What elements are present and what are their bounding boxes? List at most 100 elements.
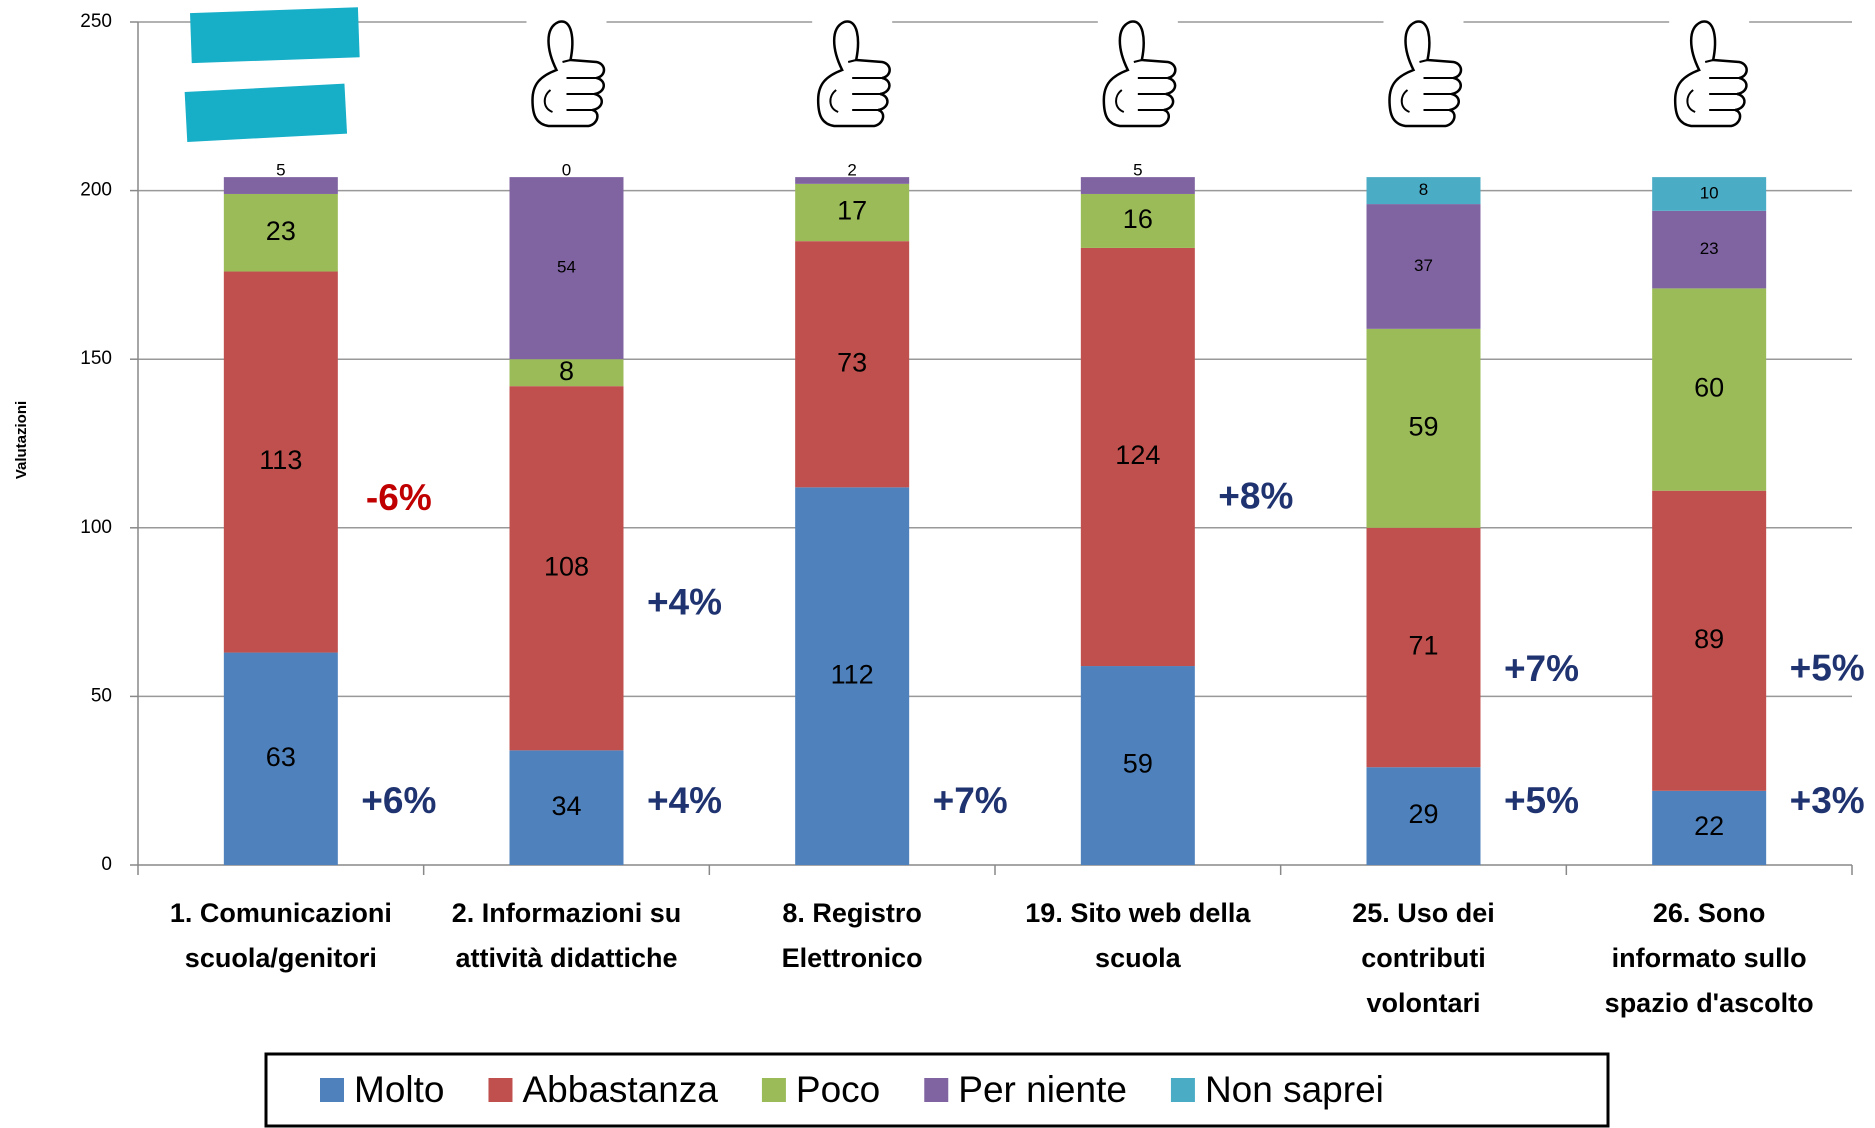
legend-label: Molto — [354, 1069, 444, 1110]
bar-segment — [1652, 288, 1767, 491]
thumb-lines — [829, 59, 883, 113]
annotation: +5% — [1504, 780, 1579, 821]
x-tick-label: 2. Informazioni su — [452, 898, 682, 928]
value-label: 5 — [276, 161, 285, 180]
x-tick-label: 1. Comunicazioni — [170, 898, 392, 928]
thumb — [1673, 20, 1748, 128]
legend-swatch — [488, 1078, 513, 1102]
x-tick-label: 25. Uso dei — [1352, 898, 1495, 928]
annotation: +5% — [1790, 648, 1865, 689]
bar-segment — [1080, 666, 1195, 865]
value-label: 112 — [831, 659, 874, 689]
thumb-lines — [1400, 59, 1454, 113]
annotation: +3% — [1790, 780, 1865, 821]
value-label: 23 — [266, 216, 296, 246]
bar-segment — [795, 487, 910, 865]
value-label: 23 — [1700, 239, 1719, 258]
annotation: +4% — [647, 581, 722, 622]
thumbs-up-icon — [812, 12, 893, 142]
bar-segment — [509, 177, 624, 360]
bar-segment — [223, 177, 338, 194]
value-label: 63 — [266, 742, 296, 772]
bar-segment — [795, 183, 910, 242]
bar-segment — [1080, 193, 1195, 248]
value-label: 8 — [1419, 180, 1428, 199]
annotation: +6% — [361, 780, 436, 821]
equal-stroke — [184, 83, 348, 142]
annotation: +7% — [1504, 648, 1579, 689]
legend-label: Non saprei — [1205, 1069, 1384, 1110]
legend-label: Poco — [796, 1069, 880, 1110]
value-label: 108 — [544, 551, 589, 581]
y-tick-label: 150 — [80, 348, 112, 369]
annotation: -6% — [366, 477, 432, 518]
thumb-lines — [543, 59, 597, 113]
bar-segment — [1080, 177, 1195, 194]
bar-segment — [1366, 328, 1481, 528]
bar-segment — [1366, 204, 1481, 329]
equal-icon — [184, 7, 360, 142]
thumb-lines — [1115, 59, 1168, 113]
value-label: 16 — [1123, 204, 1153, 234]
x-tick-label: attività didattiche — [455, 943, 677, 973]
x-tick-label: Elettronico — [782, 943, 923, 973]
thumbs-up-icon — [1383, 12, 1464, 142]
bar-segment — [1652, 790, 1767, 865]
bar-segment — [795, 241, 910, 488]
legend-label: Abbastanza — [522, 1069, 718, 1110]
x-tick-label: 19. Sito web della — [1025, 898, 1251, 928]
x-tick-label: spazio d'ascolto — [1605, 988, 1814, 1018]
x-tick-label: 26. Sono — [1653, 898, 1766, 928]
bar-segment — [1366, 527, 1481, 768]
bar-segment — [1080, 247, 1195, 667]
value-label: 71 — [1408, 631, 1438, 661]
value-label: 124 — [1115, 440, 1160, 470]
bar-segment — [223, 193, 338, 272]
bar-segment — [1652, 177, 1767, 211]
y-tick-label: 250 — [80, 11, 112, 32]
x-tick-label: volontari — [1366, 988, 1480, 1018]
x-tick-label: informato sullo — [1612, 943, 1807, 973]
thumbs-up-icon — [526, 12, 607, 142]
y-tick-label: 0 — [101, 854, 112, 875]
value-label: 2 — [847, 161, 856, 180]
bar-segment — [1366, 177, 1481, 205]
value-label: 59 — [1123, 749, 1153, 779]
thumbs-up-icon — [1669, 12, 1750, 142]
value-label: 89 — [1694, 624, 1724, 654]
x-tick-label: scuola — [1095, 943, 1182, 973]
bar-segment — [509, 386, 624, 751]
y-axis-label: Valutazioni — [13, 401, 30, 479]
y-tick-label: 100 — [80, 517, 112, 538]
bar-segment — [1652, 490, 1767, 791]
thumbs-up-icon — [1097, 12, 1178, 142]
legend-swatch — [1170, 1078, 1195, 1102]
value-label: 54 — [557, 258, 576, 277]
legend-label: Per niente — [958, 1069, 1127, 1110]
value-label: 73 — [837, 347, 867, 377]
value-label: 22 — [1694, 811, 1724, 841]
equal-stroke — [190, 7, 360, 64]
annotation: +8% — [1218, 476, 1293, 517]
legend-swatch — [761, 1078, 786, 1102]
value-label: 10 — [1700, 183, 1719, 202]
legend-swatch — [924, 1078, 949, 1102]
value-label: 29 — [1408, 799, 1438, 829]
x-tick-label: scuola/genitori — [185, 943, 377, 973]
bar-segment — [223, 652, 338, 865]
thumb-lines — [1686, 59, 1740, 113]
y-tick-label: 50 — [91, 685, 112, 706]
value-label: 59 — [1408, 411, 1438, 441]
y-tick-label: 200 — [80, 180, 112, 201]
bar-segment — [509, 750, 624, 865]
value-label: 0 — [562, 161, 571, 180]
x-tick-label: 8. Registro — [782, 898, 922, 928]
annotation: +4% — [647, 780, 722, 821]
thumb — [816, 20, 891, 128]
bar-segment — [223, 271, 338, 653]
value-label: 17 — [837, 196, 867, 226]
x-tick-label: contributi — [1361, 943, 1485, 973]
value-label: 34 — [551, 791, 581, 821]
